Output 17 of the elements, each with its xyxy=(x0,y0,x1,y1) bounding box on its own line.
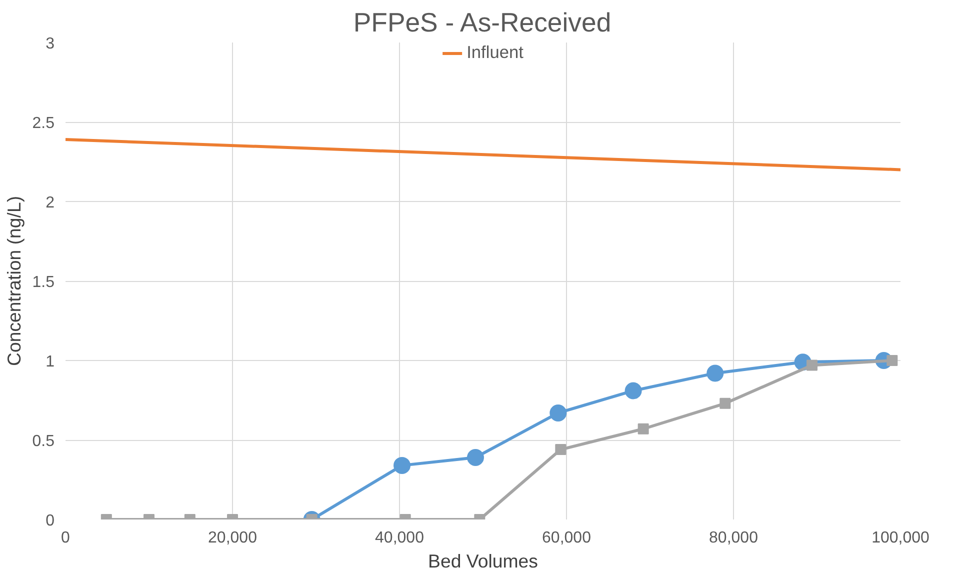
legend-label: Influent xyxy=(466,42,524,63)
y-tick-label: 1.5 xyxy=(32,274,55,291)
y-tick-label: 2.5 xyxy=(32,115,55,132)
y-axis-title: Concentration (ng/L) xyxy=(3,196,24,366)
y-tick-label: 2 xyxy=(46,194,55,212)
x-tick-label: 0 xyxy=(61,530,70,546)
y-tick-label: 0 xyxy=(46,512,55,530)
chart-title: PFPeS - As-Received xyxy=(353,8,612,38)
x-axis-title: Bed Volumes xyxy=(428,550,538,572)
y-tick-label: 3 xyxy=(46,36,55,52)
x-tick-label: 100,000 xyxy=(872,530,930,546)
y-tick-label: 0.5 xyxy=(32,433,55,450)
x-tick-label: 80,000 xyxy=(709,530,758,546)
x-tick-label: 40,000 xyxy=(375,530,424,546)
x-tick-label: 20,000 xyxy=(208,530,258,546)
x-tick-label: 60,000 xyxy=(542,530,592,546)
y-tick-label: 1 xyxy=(46,354,55,370)
